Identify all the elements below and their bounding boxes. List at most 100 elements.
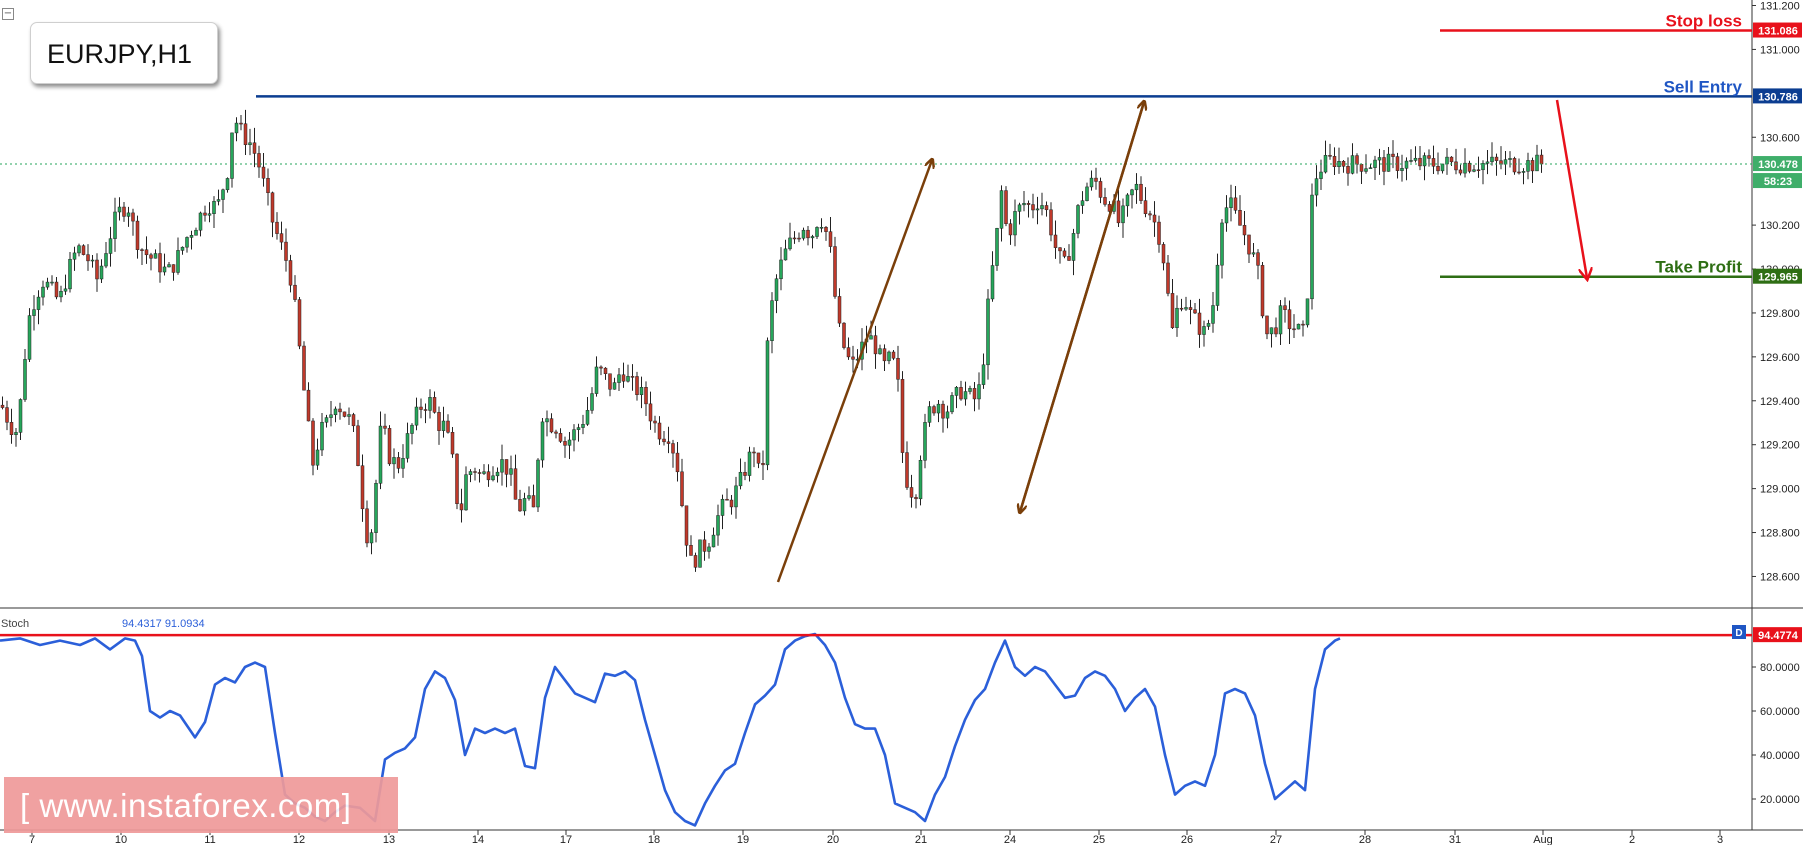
candle-body (999, 190, 1004, 229)
stoch-tick-label: 60.0000 (1760, 706, 1800, 718)
candle-body (423, 409, 428, 411)
candle-body (410, 424, 414, 434)
bar-countdown-badge: 58:23 (1764, 176, 1792, 188)
candle-body (1400, 168, 1404, 171)
candle-body (1301, 323, 1305, 326)
candle-body (266, 177, 270, 194)
price-axis: 131.200131.000130.600130.200130.000129.8… (29, 1, 1802, 845)
candle-body (81, 245, 86, 255)
candle-body (401, 458, 405, 469)
candle-body (477, 472, 482, 474)
collapse-icon[interactable]: − (2, 8, 14, 20)
candle-body (1413, 157, 1418, 161)
candle-body (1193, 309, 1197, 314)
candle-body (1314, 178, 1319, 196)
symbol-label-box: EURJPY,H1 (30, 22, 218, 84)
candle-body (1184, 307, 1188, 310)
candle-body (1310, 194, 1314, 300)
candle-body (801, 229, 806, 239)
candle-body (1386, 153, 1391, 172)
candle-body (1130, 189, 1134, 196)
trade-annotations: Stop loss Sell Entry Take Profit (0, 12, 1752, 583)
candle-body (689, 545, 693, 556)
candle-body (500, 459, 504, 473)
stop-loss-price-badge-bg (1753, 22, 1802, 38)
candle-body (446, 420, 450, 433)
candle-body (1283, 305, 1287, 310)
candle-body (792, 237, 797, 240)
candle-body (437, 412, 441, 431)
candle-body (513, 468, 518, 500)
candle-body (302, 345, 306, 391)
candle-body (288, 260, 293, 286)
candle-body (563, 441, 567, 446)
candle-body (896, 358, 900, 380)
candle-body (747, 451, 752, 476)
candle-body (374, 483, 378, 533)
candle-body (1098, 181, 1103, 198)
candle-body (1175, 307, 1179, 328)
candle-body (1247, 234, 1251, 255)
candle-body (221, 189, 225, 200)
candle-body (765, 340, 770, 466)
candle-body (95, 259, 99, 280)
candle-body (770, 300, 774, 341)
candle-body (473, 471, 477, 473)
candle-body (1179, 307, 1184, 310)
candle-body (1526, 160, 1530, 172)
candle-body (333, 408, 338, 416)
candle-body (729, 499, 734, 508)
time-tick-label: 13 (383, 834, 395, 845)
candle-body (1463, 162, 1467, 174)
candle-body (963, 391, 968, 400)
candle-body (869, 335, 873, 340)
candle-body (297, 299, 302, 347)
candle-body (657, 422, 662, 440)
candle-body (725, 498, 729, 501)
candle-body (891, 351, 896, 359)
candle-body (1494, 156, 1499, 161)
candle-body (324, 417, 329, 423)
stoch-tick-label: 80.0000 (1760, 662, 1800, 674)
candle-body (1476, 169, 1481, 171)
candle-body (783, 248, 788, 261)
candle-body (383, 425, 387, 429)
trend-arrow-up-1 (776, 160, 932, 583)
candle-body (1035, 208, 1040, 211)
candle-body (1143, 200, 1148, 215)
candle-body (230, 132, 234, 179)
price-tick-label: 129.800 (1760, 308, 1800, 320)
candle-body (959, 387, 963, 400)
candle-body (86, 254, 90, 262)
candle-body (720, 498, 725, 516)
candle-body (1436, 166, 1440, 172)
candle-body (311, 420, 315, 466)
candle-body (887, 351, 891, 362)
candle-body (1211, 305, 1215, 324)
candle-body (1278, 305, 1283, 335)
candle-body (833, 246, 837, 297)
candle-body (1166, 262, 1170, 294)
candle-body (990, 265, 995, 300)
candle-body (1346, 166, 1350, 174)
candle-body (635, 376, 639, 395)
stoch-line (0, 632, 1341, 827)
candle-body (405, 433, 410, 459)
price-tick-label: 129.000 (1760, 484, 1800, 496)
candle-body (1148, 213, 1152, 216)
candle-body (1080, 200, 1085, 206)
candle-body (248, 142, 252, 146)
candle-body (414, 406, 419, 426)
candle-body (1530, 160, 1535, 172)
candle-body (1044, 205, 1049, 211)
candle-body (32, 309, 36, 316)
candle-body (194, 229, 198, 236)
candle-body (1170, 293, 1175, 328)
candle-body (68, 258, 72, 290)
bar-countdown-badge-bg (1753, 173, 1802, 189)
candle-body (1292, 328, 1296, 331)
candle-body (698, 539, 702, 568)
candle-body (1377, 157, 1382, 161)
candle-body (1134, 183, 1139, 191)
candle-body (828, 231, 833, 247)
